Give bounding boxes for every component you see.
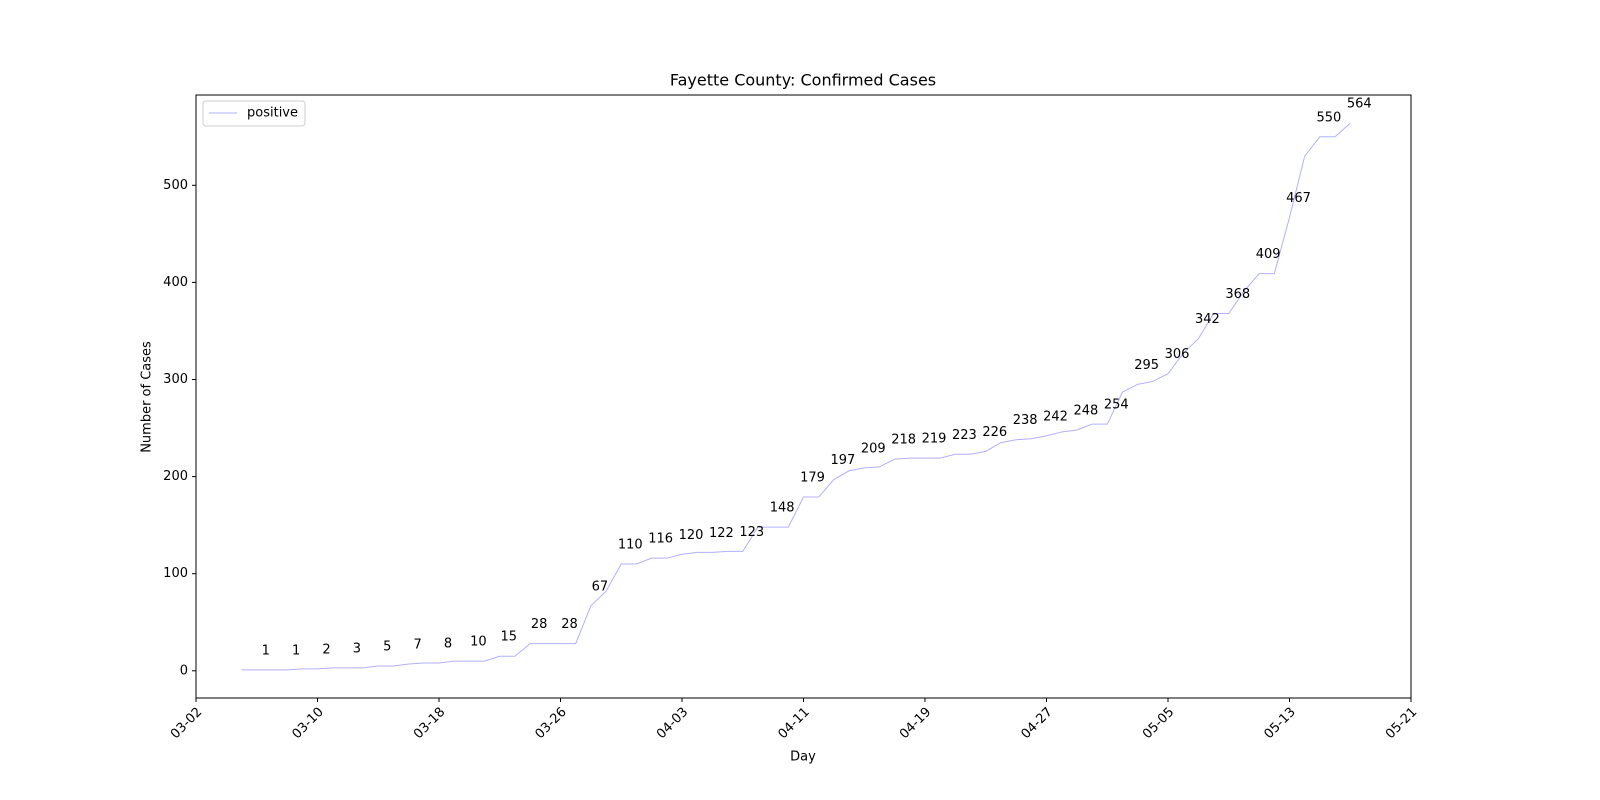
data-label: 28: [531, 617, 548, 632]
data-label: 28: [561, 617, 578, 632]
y-tick-label: 0: [180, 663, 188, 678]
x-tick-label: 03-10: [289, 705, 326, 742]
data-label: 306: [1165, 347, 1190, 362]
data-label: 342: [1195, 312, 1220, 327]
x-tick-label: 03-18: [411, 705, 448, 742]
data-label: 179: [800, 471, 825, 486]
data-label: 226: [982, 425, 1007, 440]
data-label: 1: [262, 643, 270, 658]
y-tick-label: 300: [163, 372, 188, 387]
data-label: 7: [413, 638, 421, 653]
data-label: 148: [770, 501, 795, 516]
data-label: 3: [353, 641, 361, 656]
data-label: 67: [592, 579, 609, 594]
x-tick-label: 05-21: [1383, 705, 1420, 742]
plot-frame: [195, 94, 1412, 699]
data-label: 120: [679, 528, 704, 543]
series-line: [241, 122, 1351, 671]
x-tick-label: 05-05: [1140, 705, 1177, 742]
y-tick-label: 500: [163, 178, 188, 193]
data-label: 238: [1013, 413, 1038, 428]
data-label: 219: [922, 432, 947, 447]
data-label: 116: [648, 532, 673, 547]
data-label: 218: [891, 433, 916, 448]
chart-title: Fayette County: Confirmed Cases: [670, 71, 936, 90]
x-tick-label: 04-03: [654, 705, 691, 742]
y-tick-label: 200: [163, 469, 188, 484]
data-label: 409: [1256, 247, 1281, 262]
legend-label: positive: [247, 106, 298, 121]
data-label: 368: [1225, 287, 1250, 302]
data-label: 209: [861, 441, 886, 456]
y-axis-label: Number of Cases: [140, 341, 155, 453]
x-tick-label: 04-19: [897, 705, 934, 742]
legend-box: [202, 100, 306, 127]
data-label: 254: [1104, 398, 1129, 413]
data-label: 1: [292, 643, 300, 658]
data-label: 8: [444, 637, 452, 652]
data-label: 242: [1043, 409, 1068, 424]
data-label: 564: [1347, 97, 1372, 112]
data-label: 123: [739, 525, 764, 540]
data-label: 122: [709, 526, 734, 541]
data-label: 223: [952, 428, 977, 443]
data-label: 197: [830, 453, 855, 468]
x-tick-label: 05-13: [1261, 705, 1298, 742]
data-label: 295: [1134, 358, 1159, 373]
data-label: 10: [470, 635, 487, 650]
data-label: 550: [1316, 110, 1341, 125]
x-axis-label: Day: [790, 750, 816, 765]
y-tick-label: 100: [163, 566, 188, 581]
data-label: 110: [618, 538, 643, 553]
x-tick-label: 03-02: [168, 705, 205, 742]
data-label: 467: [1286, 191, 1311, 206]
y-tick-label: 400: [163, 275, 188, 290]
x-tick-label: 04-11: [775, 705, 812, 742]
x-tick-label: 04-27: [1018, 705, 1055, 742]
data-label: 15: [500, 630, 517, 645]
data-label: 248: [1073, 404, 1098, 419]
data-label: 5: [383, 639, 391, 654]
x-tick-label: 03-26: [532, 705, 569, 742]
data-label: 2: [322, 642, 330, 657]
